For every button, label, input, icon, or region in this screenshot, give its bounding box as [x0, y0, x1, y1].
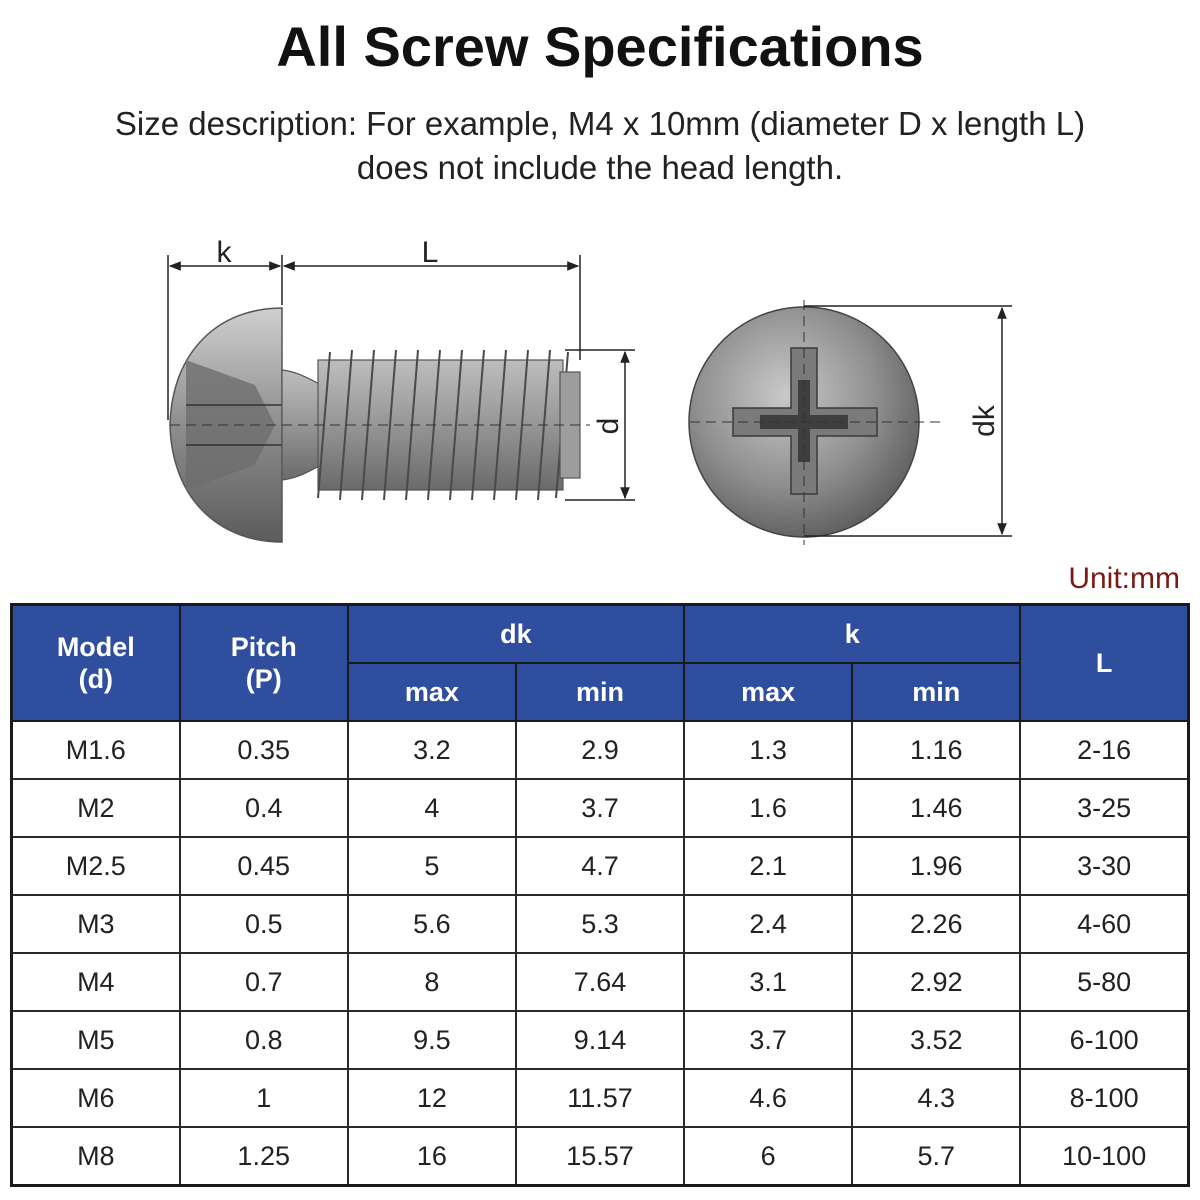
cell-k-max: 2.4 — [683, 894, 854, 954]
screw-dimension-diagram: k L d dk — [167, 236, 1012, 545]
cell-k-min: 5.7 — [851, 1126, 1022, 1187]
cell-dk-max: 12 — [346, 1068, 517, 1128]
cell-dk-min: 9.14 — [514, 1010, 686, 1070]
cell-k-max: 4.6 — [683, 1068, 854, 1128]
cell-length: 5-80 — [1019, 952, 1190, 1012]
size-description-line-2: does not include the head length. — [356, 149, 844, 186]
unit-label: Unit:mm — [1068, 562, 1180, 595]
header-k-min: min — [851, 662, 1022, 722]
cell-k-min: 4.3 — [851, 1068, 1022, 1128]
cell-model: M1.6 — [10, 720, 181, 780]
size-description-line-1: Size description: For example, M4 x 10mm… — [114, 105, 1086, 142]
table-row: M5 0.8 9.5 9.14 3.7 3.52 6-100 — [10, 1010, 1190, 1070]
table-row: M3 0.5 5.6 5.3 2.4 2.26 4-60 — [10, 894, 1190, 954]
header-model: Model (d) — [10, 603, 181, 722]
cell-pitch: 0.7 — [178, 952, 349, 1012]
cell-pitch: 0.5 — [178, 894, 349, 954]
cell-length: 3-30 — [1019, 836, 1190, 896]
cell-k-min: 1.96 — [851, 836, 1022, 896]
cell-dk-max: 8 — [346, 952, 517, 1012]
cell-length: 4-60 — [1019, 894, 1190, 954]
cell-model: M2 — [10, 778, 181, 838]
cell-dk-min: 11.57 — [514, 1068, 686, 1128]
size-description: Size description: For example, M4 x 10mm… — [0, 102, 1200, 190]
dimension-lines-top — [804, 305, 1012, 537]
cell-pitch: 1.25 — [178, 1126, 349, 1187]
cell-model: M6 — [10, 1068, 181, 1128]
header-k: k — [683, 603, 1022, 664]
cell-model: M5 — [10, 1010, 181, 1070]
cell-dk-min: 5.3 — [514, 894, 686, 954]
header-pitch-line-1: Pitch — [230, 632, 297, 662]
header-dk-min: min — [514, 662, 686, 722]
cell-k-min: 2.26 — [851, 894, 1022, 954]
cell-pitch: 0.8 — [178, 1010, 349, 1070]
table-row: M6 1 12 11.57 4.6 4.3 8-100 — [10, 1068, 1190, 1128]
label-L: L — [422, 236, 439, 269]
cell-model: M8 — [10, 1126, 181, 1187]
header-pitch-line-2: (P) — [245, 664, 282, 694]
header-k-max: max — [683, 662, 854, 722]
cell-model: M2.5 — [10, 836, 181, 896]
cell-dk-min: 4.7 — [514, 836, 686, 896]
cell-k-min: 3.52 — [851, 1010, 1022, 1070]
cell-dk-min: 15.57 — [514, 1126, 686, 1187]
cell-length: 3-25 — [1019, 778, 1190, 838]
cell-dk-max: 5.6 — [346, 894, 517, 954]
header-dk-max: max — [346, 662, 517, 722]
cell-dk-max: 9.5 — [346, 1010, 517, 1070]
cell-dk-max: 3.2 — [346, 720, 517, 780]
table-row: M4 0.7 8 7.64 3.1 2.92 5-80 — [10, 952, 1190, 1012]
screw-side-view — [169, 307, 590, 543]
screw-spec-table: Model (d) Pitch (P) dk k L max min max m… — [10, 603, 1190, 1187]
cell-length: 2-16 — [1019, 720, 1190, 780]
dimension-lines-side — [167, 255, 635, 501]
header-L: L — [1019, 603, 1190, 722]
cell-k-max: 1.6 — [683, 778, 854, 838]
label-k: k — [217, 236, 233, 269]
cell-k-max: 2.1 — [683, 836, 854, 896]
cell-k-min: 1.46 — [851, 778, 1022, 838]
cell-dk-min: 7.64 — [514, 952, 686, 1012]
header-model-line-2: (d) — [78, 664, 114, 694]
cell-dk-min: 3.7 — [514, 778, 686, 838]
table-row: M1.6 0.35 3.2 2.9 1.3 1.16 2-16 — [10, 720, 1190, 780]
table-row: M2.5 0.45 5 4.7 2.1 1.96 3-30 — [10, 836, 1190, 896]
cell-k-max: 6 — [683, 1126, 854, 1187]
cell-k-min: 1.16 — [851, 720, 1022, 780]
header-dk: dk — [346, 603, 686, 664]
table-row: M2 0.4 4 3.7 1.6 1.46 3-25 — [10, 778, 1190, 838]
cell-length: 8-100 — [1019, 1068, 1190, 1128]
cell-k-max: 1.3 — [683, 720, 854, 780]
cell-length: 10-100 — [1019, 1126, 1190, 1187]
cell-pitch: 0.35 — [178, 720, 349, 780]
header-model-line-1: Model — [56, 632, 135, 662]
cell-dk-max: 5 — [346, 836, 517, 896]
cell-model: M3 — [10, 894, 181, 954]
screw-top-view — [688, 300, 940, 545]
label-d: d — [592, 418, 625, 435]
cell-k-min: 2.92 — [851, 952, 1022, 1012]
cell-pitch: 0.4 — [178, 778, 349, 838]
cell-dk-min: 2.9 — [514, 720, 686, 780]
cell-k-max: 3.1 — [683, 952, 854, 1012]
header-pitch: Pitch (P) — [178, 603, 349, 722]
label-dk: dk — [968, 404, 1001, 437]
cell-dk-max: 16 — [346, 1126, 517, 1187]
head-recess-shade — [186, 360, 275, 490]
table-body: M1.6 0.35 3.2 2.9 1.3 1.16 2-16 M2 0.4 4 3.7 1.6 1.4… — [10, 720, 1190, 1187]
cell-model: M4 — [10, 952, 181, 1012]
cell-dk-max: 4 — [346, 778, 517, 838]
cell-pitch: 1 — [178, 1068, 349, 1128]
cell-k-max: 3.7 — [683, 1010, 854, 1070]
page-title: All Screw Specifications — [276, 15, 924, 78]
cell-pitch: 0.45 — [178, 836, 349, 896]
cell-length: 6-100 — [1019, 1010, 1190, 1070]
table-row: M8 1.25 16 15.57 6 5.7 10-100 — [10, 1126, 1190, 1187]
